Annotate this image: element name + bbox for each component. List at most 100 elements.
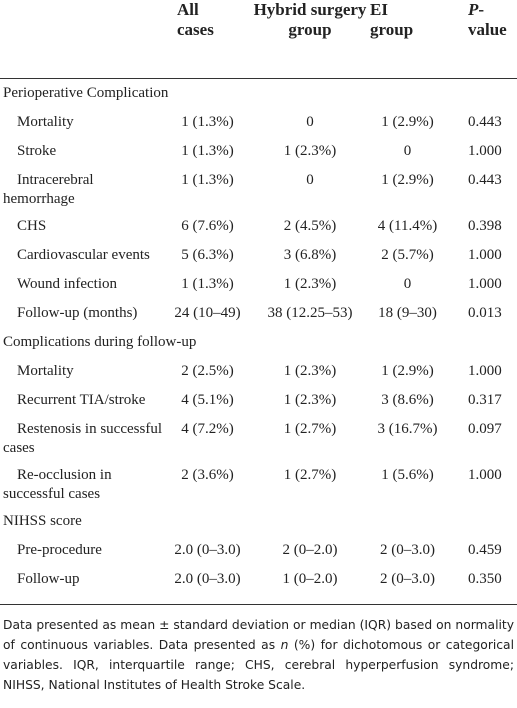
cell: 1 (1.3%): [181, 171, 234, 188]
row-label: Re-occlusion in successful cases: [3, 466, 112, 502]
cell: 2.0 (0–3.0): [174, 541, 241, 558]
section-label: Complications during follow-up: [3, 333, 197, 350]
cell: 4 (11.4%): [377, 217, 438, 234]
data-row: Stroke 1 (1.3%) 1 (2.3%) 0 1.000: [0, 137, 517, 166]
section-row: Perioperative Complication: [0, 78, 517, 108]
cell: 0.350: [468, 570, 502, 587]
cell: 1.000: [468, 246, 502, 263]
cell: 5 (6.3%): [181, 246, 234, 263]
cell: 1.000: [468, 275, 502, 292]
cell: 6 (7.6%): [181, 217, 234, 234]
row-label: Follow-up: [17, 570, 80, 587]
data-row: Follow-up 2.0 (0–3.0) 1 (0–2.0) 2 (0–3.0) 0.…: [0, 565, 517, 605]
cell: 0: [306, 113, 314, 130]
table-body: Perioperative Complication Mortality 1 (1.…: [0, 78, 517, 604]
cell: 1 (2.3%): [283, 275, 337, 292]
cell: 4 (5.1%): [181, 391, 234, 408]
data-row: Mortality 2 (2.5%) 1 (2.3%) 1 (2.9%) 1.000: [0, 357, 517, 386]
cell: 2 (0–2.0): [282, 541, 338, 558]
cell: 1 (2.9%): [381, 171, 434, 188]
row-label: Follow-up (months): [17, 304, 138, 321]
row-label: Recurrent TIA/stroke: [17, 391, 146, 408]
cell: 1 (5.6%): [381, 466, 434, 483]
cell: 1 (0–2.0): [282, 570, 338, 587]
cell: 0.317: [468, 391, 502, 408]
header-text: P-value: [468, 0, 507, 40]
header-italic: P: [468, 0, 479, 19]
cell: 1 (2.3%): [283, 362, 337, 379]
cell: 18 (9–30): [378, 304, 437, 321]
data-table: All cases Hybrid surgery group EI group P-v…: [0, 0, 517, 604]
section-row: Complications during follow-up: [0, 328, 517, 357]
cell: 0.097: [468, 420, 502, 437]
row-label: Cardiovascular events: [17, 246, 150, 263]
header-label: Hybrid surgery group: [253, 0, 367, 39]
row-label: Pre-procedure: [17, 541, 102, 558]
data-row: Mortality 1 (1.3%) 0 1 (2.9%) 0.443: [0, 108, 517, 137]
cell: 0.013: [468, 304, 502, 321]
header-text: All cases: [177, 0, 227, 40]
cell: 24 (10–49): [174, 304, 241, 321]
cell: 0.459: [468, 541, 502, 558]
cell: 1 (2.3%): [283, 391, 337, 408]
header-cell: [0, 0, 165, 78]
footnote-text: n: [280, 637, 289, 652]
section-label: NIHSS score: [3, 512, 82, 529]
cell: 3 (16.7%): [377, 420, 438, 437]
cell: 2 (4.5%): [283, 217, 337, 234]
cell: 1 (2.9%): [381, 362, 434, 379]
cell: 1.000: [468, 142, 502, 159]
section-row: NIHSS score: [0, 507, 517, 536]
cell: 2.0 (0–3.0): [174, 570, 241, 587]
cell: 1 (2.3%): [283, 142, 337, 159]
data-row: Re-occlusion in successful cases 2 (3.6%)…: [0, 461, 517, 507]
header-row: All cases Hybrid surgery group EI group P-v…: [0, 0, 517, 78]
data-row: Cardiovascular events 5 (6.3%) 3 (6.8%) 2 (…: [0, 241, 517, 270]
header-label: All cases: [177, 0, 214, 39]
cell: 3 (6.8%): [283, 246, 337, 263]
cell: 2 (0–3.0): [380, 541, 435, 558]
row-label: Mortality: [17, 113, 74, 130]
cell: 0.398: [468, 217, 502, 234]
cell: 0.443: [468, 113, 502, 130]
cell: 1.000: [468, 362, 502, 379]
cell: 1 (2.9%): [381, 113, 434, 130]
cell: 1 (1.3%): [181, 275, 234, 292]
header-label: EI group: [370, 0, 414, 39]
cell: 0: [403, 142, 412, 159]
data-row: Wound infection 1 (1.3%) 1 (2.3%) 0 1.000: [0, 270, 517, 299]
row-label: Intracerebral hemorrhage: [3, 171, 94, 207]
cell: 2 (0–3.0): [380, 570, 435, 587]
cell: 38 (12.25–53): [267, 304, 353, 321]
data-row: CHS 6 (7.6%) 2 (4.5%) 4 (11.4%) 0.398: [0, 212, 517, 241]
data-row: Follow-up (months) 24 (10–49) 38 (12.25–53…: [0, 299, 517, 328]
row-label: Stroke: [17, 142, 57, 159]
section-label: Perioperative Complication: [3, 84, 169, 101]
footnote: Data presented as mean ± standard deviat…: [3, 615, 514, 695]
data-row: Restenosis in successful cases 4 (7.2%) 1 …: [0, 415, 517, 461]
header-text: EI group: [370, 0, 420, 40]
row-label: Wound infection: [17, 275, 118, 292]
cell: 4 (7.2%): [181, 420, 234, 437]
cell: 1 (1.3%): [181, 142, 234, 159]
column-header: EI group: [370, 0, 445, 78]
cell: 1 (2.7%): [283, 466, 337, 483]
cell: 0.443: [468, 171, 502, 188]
cell: 1.000: [468, 466, 502, 483]
header-text: Hybrid surgery group: [250, 0, 370, 40]
column-header: Hybrid surgery group: [250, 0, 370, 78]
header-label: -value: [468, 0, 507, 39]
data-row: Intracerebral hemorrhage 1 (1.3%) 0 1 (2.9%…: [0, 166, 517, 212]
cell: 0: [306, 171, 314, 188]
cell: 2 (5.7%): [381, 246, 434, 263]
row-label: Mortality: [17, 362, 74, 379]
cell: 0: [403, 275, 412, 292]
cell: 1 (2.7%): [283, 420, 337, 437]
footnote-text: Data presented as mean ± standard deviat…: [3, 617, 514, 652]
footnote-text: (%) for dichotomous or categorical varia…: [3, 637, 515, 692]
column-header: P-value: [445, 0, 517, 78]
row-label: Restenosis in successful cases: [3, 420, 162, 456]
cell: 3 (8.6%): [381, 391, 434, 408]
column-header: All cases: [165, 0, 250, 78]
